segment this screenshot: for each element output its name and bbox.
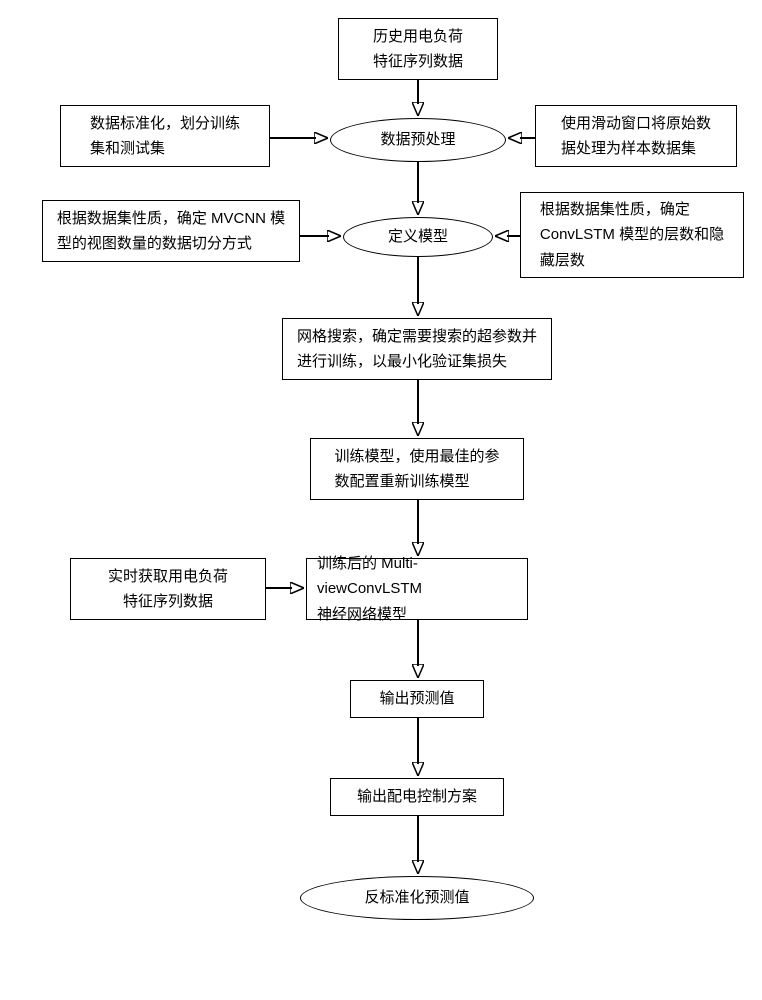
- node-output-pred: 输出预测值: [350, 680, 484, 718]
- node-history-data: 历史用电负荷特征序列数据: [338, 18, 498, 80]
- node-label: 历史用电负荷特征序列数据: [373, 24, 463, 75]
- node-label: 输出预测值: [379, 686, 454, 712]
- node-sliding-window: 使用滑动窗口将原始数据处理为样本数据集: [535, 105, 737, 167]
- node-label: 数据标准化，划分训练集和测试集: [90, 111, 240, 162]
- node-label: 根据数据集性质，确定 MVCNN 模型的视图数量的数据切分方式: [57, 206, 285, 257]
- node-label: 训练后的 Multi-viewConvLSTM神经网络模型: [317, 551, 517, 628]
- node-mvcnn-config: 根据数据集性质，确定 MVCNN 模型的视图数量的数据切分方式: [42, 200, 300, 262]
- node-label: 根据数据集性质，确定ConvLSTM 模型的层数和隐藏层数: [540, 197, 724, 274]
- node-realtime-input: 实时获取用电负荷特征序列数据: [70, 558, 266, 620]
- node-preprocess: 数据预处理: [330, 118, 506, 162]
- node-label: 实时获取用电负荷特征序列数据: [108, 564, 228, 615]
- node-label: 数据预处理: [380, 127, 455, 153]
- node-label: 使用滑动窗口将原始数据处理为样本数据集: [561, 111, 711, 162]
- node-grid-search: 网格搜索，确定需要搜索的超参数并进行训练，以最小化验证集损失: [282, 318, 552, 380]
- node-trained-model: 训练后的 Multi-viewConvLSTM神经网络模型: [306, 558, 528, 620]
- node-train-model: 训练模型，使用最佳的参数配置重新训练模型: [310, 438, 524, 500]
- node-output-control: 输出配电控制方案: [330, 778, 504, 816]
- node-standardize-split: 数据标准化，划分训练集和测试集: [60, 105, 270, 167]
- node-label: 输出配电控制方案: [357, 784, 477, 810]
- node-label: 网格搜索，确定需要搜索的超参数并进行训练，以最小化验证集损失: [297, 324, 537, 375]
- node-define-model: 定义模型: [343, 217, 493, 257]
- node-convlstm-config: 根据数据集性质，确定ConvLSTM 模型的层数和隐藏层数: [520, 192, 744, 278]
- node-label: 定义模型: [388, 224, 448, 250]
- node-denormalize: 反标准化预测值: [300, 876, 534, 920]
- node-label: 反标准化预测值: [364, 885, 469, 911]
- node-label: 训练模型，使用最佳的参数配置重新训练模型: [334, 444, 499, 495]
